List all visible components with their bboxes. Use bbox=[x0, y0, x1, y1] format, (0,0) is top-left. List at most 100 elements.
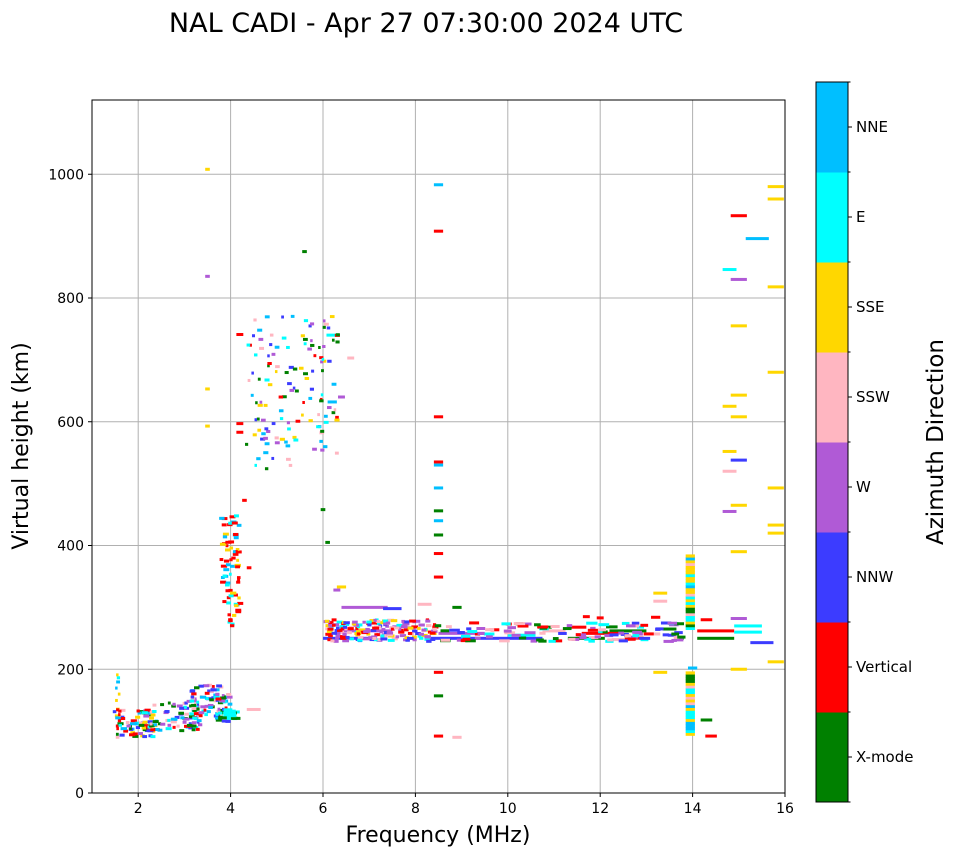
data-point bbox=[264, 427, 269, 431]
data-point bbox=[342, 632, 347, 636]
data-point bbox=[331, 338, 335, 342]
data-point bbox=[517, 624, 529, 628]
data-point bbox=[221, 523, 227, 527]
colorbar-segment bbox=[816, 172, 848, 263]
data-point bbox=[281, 315, 284, 319]
data-point bbox=[631, 621, 640, 625]
data-point bbox=[204, 704, 211, 708]
colorbar-segment bbox=[816, 532, 848, 623]
data-point bbox=[207, 689, 213, 693]
data-point bbox=[327, 406, 332, 410]
data-point bbox=[667, 621, 678, 625]
data-point bbox=[208, 705, 213, 709]
data-point bbox=[655, 627, 661, 631]
data-point bbox=[234, 550, 238, 554]
data-point bbox=[485, 628, 492, 632]
data-point bbox=[730, 503, 747, 507]
data-point bbox=[229, 624, 235, 628]
data-point bbox=[261, 432, 266, 436]
plot-frame bbox=[91, 99, 786, 794]
data-point bbox=[225, 581, 231, 585]
data-point bbox=[116, 708, 120, 712]
data-point bbox=[730, 458, 747, 462]
data-point bbox=[157, 722, 162, 726]
data-point bbox=[184, 712, 189, 716]
data-point bbox=[322, 325, 326, 329]
data-point bbox=[205, 274, 210, 278]
data-point bbox=[607, 638, 614, 642]
data-point bbox=[213, 699, 217, 703]
data-point bbox=[685, 727, 695, 731]
data-point bbox=[433, 183, 444, 187]
data-point bbox=[171, 704, 176, 708]
data-point bbox=[730, 415, 747, 419]
data-point bbox=[292, 367, 298, 371]
x-tick-label: 16 bbox=[776, 801, 794, 817]
data-point bbox=[352, 620, 358, 624]
data-point bbox=[433, 694, 444, 698]
data-point bbox=[579, 636, 587, 640]
data-point bbox=[192, 716, 198, 720]
data-point bbox=[246, 566, 252, 570]
data-point bbox=[233, 532, 239, 536]
data-point bbox=[445, 625, 452, 629]
data-point bbox=[432, 623, 437, 627]
data-point bbox=[203, 708, 207, 712]
data-point bbox=[685, 565, 695, 569]
data-point bbox=[386, 631, 394, 635]
data-point bbox=[386, 633, 393, 637]
data-point bbox=[406, 636, 414, 640]
data-point bbox=[236, 580, 241, 584]
data-point bbox=[518, 636, 527, 640]
data-point bbox=[237, 550, 242, 554]
data-point bbox=[303, 319, 309, 323]
data-point bbox=[660, 621, 672, 625]
data-point bbox=[294, 389, 299, 393]
data-point bbox=[685, 718, 695, 722]
data-point bbox=[380, 637, 388, 641]
data-point bbox=[552, 637, 559, 641]
data-point bbox=[142, 735, 148, 739]
data-point bbox=[767, 285, 784, 289]
data-point bbox=[142, 724, 149, 728]
chart-title: NAL CADI - Apr 27 07:30:00 2024 UTC bbox=[169, 8, 683, 39]
data-point bbox=[225, 589, 231, 593]
data-point bbox=[584, 637, 592, 641]
data-point bbox=[409, 619, 417, 623]
data-point bbox=[604, 634, 614, 638]
data-point bbox=[251, 371, 254, 375]
data-point bbox=[264, 442, 270, 446]
data-point bbox=[598, 628, 607, 632]
colorbar-label: W bbox=[856, 478, 871, 496]
data-point bbox=[206, 710, 211, 714]
data-point bbox=[685, 598, 695, 603]
data-point bbox=[236, 430, 244, 434]
data-point bbox=[671, 632, 680, 636]
data-point bbox=[221, 694, 225, 698]
data-point bbox=[311, 369, 315, 373]
data-point bbox=[581, 631, 619, 635]
data-point bbox=[167, 701, 171, 705]
data-point bbox=[685, 579, 695, 583]
data-point bbox=[417, 602, 432, 606]
x-tick-label: 2 bbox=[134, 801, 143, 817]
data-point bbox=[322, 319, 326, 323]
data-point bbox=[373, 618, 377, 622]
data-point bbox=[467, 630, 478, 634]
data-point bbox=[722, 268, 737, 272]
data-point bbox=[387, 618, 395, 622]
data-point bbox=[118, 709, 122, 713]
data-point bbox=[677, 635, 686, 639]
data-point bbox=[326, 333, 339, 337]
data-point bbox=[132, 734, 139, 738]
data-point bbox=[229, 515, 236, 519]
data-point bbox=[389, 626, 395, 630]
data-point bbox=[323, 414, 328, 418]
data-point bbox=[483, 632, 495, 636]
data-point bbox=[165, 727, 172, 731]
data-point bbox=[224, 548, 231, 552]
data-point bbox=[230, 591, 237, 595]
data-point bbox=[211, 696, 215, 700]
data-point bbox=[700, 718, 713, 722]
data-point bbox=[227, 702, 233, 706]
